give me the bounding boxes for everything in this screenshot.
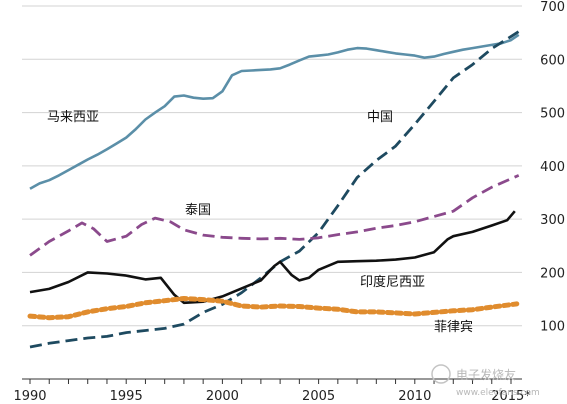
- y-tick-label: 100: [540, 320, 565, 335]
- series-label-philippines: 菲律宾: [434, 319, 473, 335]
- series-label-malaysia: 马来西亚: [47, 110, 99, 125]
- series-line-malaysia: [29, 33, 520, 190]
- x-tick-label: 2005: [302, 389, 335, 404]
- y-tick-label: 700: [540, 0, 565, 15]
- series-line-china: [29, 30, 520, 349]
- series-label-china: 中国: [367, 110, 393, 125]
- watermark-text: 电子发烧友: [456, 367, 516, 382]
- series-labels: 马来西亚 中国 泰国 印度尼西亚 菲律宾: [47, 110, 473, 335]
- x-tick-label: 2000: [206, 389, 239, 404]
- x-tick-label: 1990: [13, 389, 46, 404]
- y-tick-label: 500: [540, 107, 565, 122]
- x-tick-label: 1995: [110, 389, 143, 404]
- x-tick-label: 2010: [398, 389, 431, 404]
- series-label-indonesia: 印度尼西亚: [360, 274, 425, 290]
- x-axis: 1990 1995 2000 2005 2010 2015*: [13, 378, 531, 404]
- series-lines: [27, 30, 520, 349]
- y-tick-label: 600: [540, 53, 565, 68]
- x-tick-label: 2015*: [491, 389, 531, 404]
- series-label-thailand: 泰国: [185, 203, 211, 218]
- series-line-indonesia: [29, 210, 516, 305]
- watermark-url: www.elecfans.com: [456, 388, 540, 398]
- series-line-thailand: [29, 174, 520, 257]
- watermark-logo-icon: [431, 364, 451, 384]
- series-line-philippines: [27, 296, 520, 321]
- y-tick-label: 300: [540, 213, 565, 228]
- y-tick-label: 400: [540, 160, 565, 175]
- y-tick-label: 200: [540, 266, 565, 281]
- watermark: 电子发烧友 www.elecfans.com: [431, 364, 540, 398]
- y-axis-ticks: 100 200 300 400 500 600 700: [540, 0, 565, 335]
